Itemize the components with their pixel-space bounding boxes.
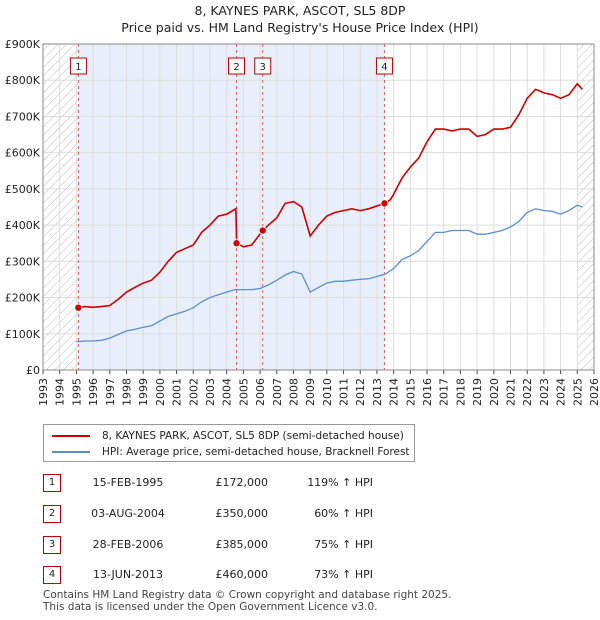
sale-marker	[74, 303, 83, 312]
sale-row: 3 28-FEB-2006 £385,000 75% ↑ HPI	[43, 536, 463, 554]
x-tick-label: 1997	[104, 378, 117, 406]
x-tick-label: 2006	[254, 378, 267, 406]
sale-marker	[258, 226, 267, 235]
y-tick-label: £300K	[5, 255, 41, 268]
hatched-region-after	[577, 44, 594, 370]
shaded-ownership-band	[78, 44, 385, 370]
sale-price: £385,000	[215, 538, 269, 551]
x-tick-label: 2005	[237, 378, 250, 406]
legend-label-property: 8, KAYNES PARK, ASCOT, SL5 8DP (semi-det…	[102, 430, 404, 442]
x-tick-label: 1994	[54, 378, 67, 406]
y-tick-label: £800K	[5, 74, 41, 87]
x-tick-label: 2012	[354, 378, 367, 406]
x-tick-label: 2003	[204, 378, 217, 406]
sale-hpi-change: 73% ↑ HPI	[314, 568, 373, 581]
hpi-line	[76, 204, 583, 343]
sale-label-number: 3	[260, 62, 266, 73]
x-tick-label: 2009	[304, 378, 317, 406]
sale-price: £350,000	[215, 507, 269, 520]
sale-date: 15-FEB-1995	[92, 476, 164, 489]
legend: 8, KAYNES PARK, ASCOT, SL5 8DP (semi-det…	[43, 424, 415, 462]
price-chart: £0 £100K £200K £300K £400K £500K £600K £700K £80…	[5, 38, 600, 406]
sale-number-badge: 2	[43, 505, 61, 523]
x-tick-label: 2000	[154, 378, 167, 406]
sale-date: 13-JUN-2013	[92, 568, 164, 581]
title-line-2: Price paid vs. HM Land Registry's House …	[121, 20, 479, 35]
legend-swatch-hpi	[52, 451, 90, 453]
x-tick-label: 2011	[338, 378, 351, 406]
title-line-1: 8, KAYNES PARK, ASCOT, SL5 8DP	[194, 3, 406, 18]
x-tick-label: 2025	[571, 378, 584, 406]
x-tick-label: 2016	[421, 378, 434, 406]
y-tick-label: £500K	[5, 183, 41, 196]
hatched-region-before	[43, 44, 79, 370]
sale-row: 1 15-FEB-1995 £172,000 119% ↑ HPI	[43, 474, 463, 492]
sale-hpi-change: 75% ↑ HPI	[314, 538, 373, 551]
x-tick-label: 2022	[521, 378, 534, 406]
x-tick-label: 2024	[555, 378, 568, 406]
sale-price: £172,000	[215, 476, 269, 489]
x-tick-label: 2014	[388, 378, 401, 406]
y-tick-label: £100K	[5, 328, 41, 341]
sale-number-badge: 4	[43, 566, 61, 584]
x-tick-label: 2017	[438, 378, 451, 406]
x-tick-label: 2008	[287, 378, 300, 406]
x-tick-label: 1993	[37, 378, 50, 406]
y-tick-label: £700K	[5, 110, 41, 123]
x-tick-label: 1999	[137, 378, 150, 406]
sale-label-number: 4	[381, 62, 387, 73]
property-price-line	[78, 82, 583, 309]
x-tick-label: 2019	[471, 378, 484, 406]
sale-row: 2 03-AUG-2004 £350,000 60% ↑ HPI	[43, 505, 463, 523]
sale-price: £460,000	[215, 568, 269, 581]
legend-label-hpi: HPI: Average price, semi-detached house,…	[102, 446, 410, 458]
sale-number-badge: 1	[43, 474, 61, 492]
sale-date: 03-AUG-2004	[91, 507, 165, 520]
x-tick-label: 2015	[404, 378, 417, 406]
y-tick-label: £0	[26, 364, 40, 377]
sale-marker	[232, 239, 241, 248]
x-tick-label: 1996	[87, 378, 100, 406]
x-tick-label: 2001	[171, 378, 184, 406]
sale-label-number: 2	[233, 62, 239, 73]
plot-frame	[42, 43, 595, 371]
x-tick-label: 1998	[120, 378, 133, 406]
y-tick-label: £600K	[5, 147, 41, 160]
sale-label-box	[254, 57, 272, 75]
x-tick-label: 2023	[538, 378, 551, 406]
x-tick-label: 2026	[588, 378, 600, 406]
legend-item-property: 8, KAYNES PARK, ASCOT, SL5 8DP (semi-det…	[52, 429, 404, 443]
footer-licence: This data is licensed under the Open Gov…	[43, 601, 378, 613]
sale-marker	[380, 199, 389, 208]
sale-label-number: 1	[75, 62, 81, 73]
x-tick-label: 2013	[371, 378, 384, 406]
sale-label-box	[69, 57, 87, 75]
x-tick-label: 1995	[70, 378, 83, 406]
sale-label-box	[375, 57, 393, 75]
x-tick-label: 2010	[321, 378, 334, 406]
y-tick-label: £900K	[5, 38, 41, 51]
legend-item-hpi: HPI: Average price, semi-detached house,…	[52, 445, 410, 459]
x-tick-label: 2004	[221, 378, 234, 406]
x-tick-label: 2020	[488, 378, 501, 406]
sale-number-badge: 3	[43, 536, 61, 554]
sale-hpi-change: 60% ↑ HPI	[314, 507, 373, 520]
footer-copyright: Contains HM Land Registry data © Crown c…	[43, 589, 452, 601]
legend-swatch-property	[52, 435, 90, 437]
footer: Contains HM Land Registry data © Crown c…	[43, 589, 451, 613]
chart-title: 8, KAYNES PARK, ASCOT, SL5 8DP Price pai…	[0, 2, 600, 36]
x-tick-label: 2018	[454, 378, 467, 406]
y-tick-label: £400K	[5, 219, 41, 232]
sale-label-box	[228, 57, 246, 75]
y-tick-label: £200K	[5, 292, 41, 305]
sale-row: 4 13-JUN-2013 £460,000 73% ↑ HPI	[43, 566, 463, 584]
sale-date: 28-FEB-2006	[92, 538, 164, 551]
x-tick-label: 2007	[271, 378, 284, 406]
x-tick-label: 2002	[187, 378, 200, 406]
sale-hpi-change: 119% ↑ HPI	[307, 476, 373, 489]
x-tick-label: 2021	[505, 378, 518, 406]
